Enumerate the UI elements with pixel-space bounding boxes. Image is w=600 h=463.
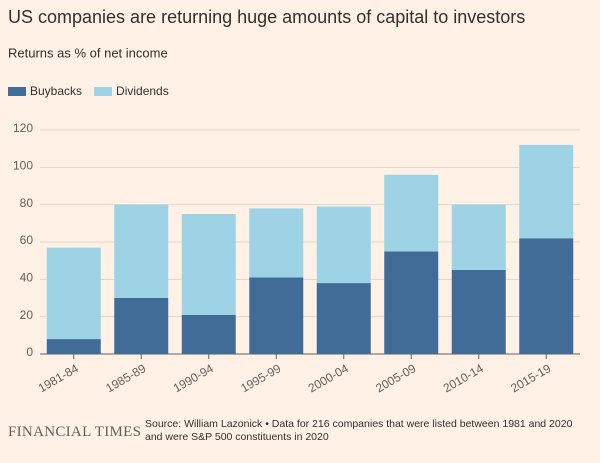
bar-segment (316, 283, 371, 354)
bar-segment (451, 270, 506, 354)
x-tick-label: 1985-89 (103, 361, 148, 395)
bar-segment (384, 174, 439, 252)
bar-segment (181, 314, 236, 354)
legend-swatch (94, 87, 113, 96)
bar-segment (519, 238, 574, 354)
y-tick-label: 80 (20, 196, 34, 210)
source: Source: William Lazonick • Data for 216 … (145, 418, 573, 443)
bar-segment (384, 251, 439, 354)
chart-subtitle: Returns as % of net income (8, 45, 168, 60)
y-tick-label: 40 (20, 271, 34, 285)
x-tick-label: 1990-94 (171, 361, 216, 395)
x-tick-label: 2015-19 (508, 361, 553, 395)
bar-segment (181, 214, 236, 315)
bar-segment (451, 204, 506, 270)
y-tick-label: 20 (20, 308, 34, 322)
brand: FINANCIAL TIMES (8, 424, 142, 440)
legend-label: Dividends (116, 84, 169, 98)
x-tick-label: 2010-14 (441, 361, 486, 395)
x-tick-label: 2005-09 (373, 361, 418, 395)
bar-segment (114, 204, 169, 298)
x-tick-label: 1981-84 (36, 361, 81, 395)
footer: FINANCIAL TIMES Source: William Lazonick… (8, 418, 593, 444)
y-tick-label: 0 (26, 345, 33, 359)
y-tick-label: 120 (13, 121, 33, 135)
legend-swatch (8, 87, 26, 96)
bar-segment (46, 247, 101, 340)
chart-title: US companies are returning huge amounts … (8, 7, 525, 27)
chart: US companies are returning huge amounts … (8, 7, 580, 395)
legend-label: Buybacks (30, 84, 82, 98)
bar-segment (316, 206, 371, 284)
x-tick-label: 1995-99 (238, 361, 283, 395)
bar-segment (249, 277, 304, 354)
y-tick-label: 60 (20, 233, 34, 247)
y-tick-label: 100 (13, 159, 33, 173)
bar-segment (519, 144, 574, 239)
bar-segment (249, 208, 304, 278)
x-tick-label: 2000-04 (306, 361, 351, 395)
bar-segment (114, 298, 169, 354)
bar-segment (46, 339, 101, 354)
